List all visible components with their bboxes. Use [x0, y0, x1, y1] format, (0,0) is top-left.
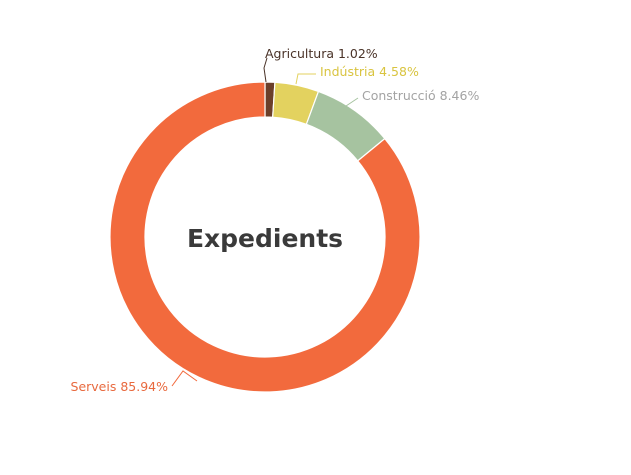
- slice-label-serveis: Serveis 85.94%: [71, 379, 169, 394]
- center-title: Expedients: [187, 224, 343, 253]
- leader-lines: [171, 57, 359, 387]
- donut-slices: [109, 81, 421, 393]
- slice-serveis: [109, 81, 421, 393]
- leader-line-serveis: [171, 370, 198, 387]
- slice-label-industria: Indústria 4.58%: [320, 64, 419, 79]
- slice-label-agricultura: Agricultura 1.02%: [265, 46, 378, 61]
- slice-labels: Agricultura 1.02% Indústria 4.58% Construc…: [71, 46, 480, 394]
- leader-line-construccio: [342, 97, 359, 109]
- leader-line-industria: [295, 73, 316, 85]
- leader-line-agricultura: [263, 57, 268, 83]
- slice-label-construccio: Construcció 8.46%: [362, 88, 479, 103]
